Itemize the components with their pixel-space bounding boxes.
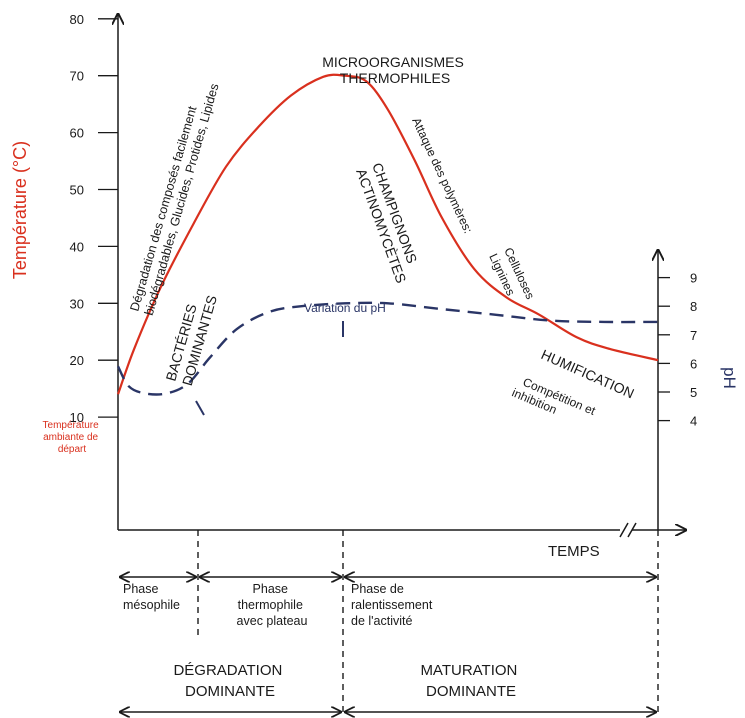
y-right-tick-label: 9: [690, 271, 697, 286]
ambient-temperature-note: Température ambiante de départ: [43, 420, 102, 455]
x-axis-label: TEMPS: [548, 543, 600, 560]
bacteria-label: BACTÉRIES DOMINANTES: [163, 289, 220, 388]
y-left-axis-label: Température (°C): [10, 141, 30, 279]
stage-maturation-label: MATURATION DOMINANTE: [420, 662, 521, 700]
y-left-tick-label: 70: [70, 69, 84, 84]
axis-break-mark: [619, 522, 637, 538]
y-right-tick-label: 8: [690, 299, 697, 314]
ph-minimum-tick: [195, 400, 205, 416]
y-right-tick-label: 6: [690, 356, 697, 371]
fungi-label: CHAMPIGNONS ACTINOMYCÈTES: [353, 161, 425, 286]
y-right-tick-label: 4: [690, 414, 697, 429]
y-left-tick-label: 30: [70, 296, 84, 311]
y-left-tick-label: 10: [70, 410, 84, 425]
y-left-tick-label: 40: [70, 239, 84, 254]
temperature-series-line: [116, 73, 659, 395]
stage-degradation-label: DÉGRADATION DOMINANTE: [173, 662, 286, 700]
y-right-tick-label: 7: [690, 328, 697, 343]
phase-mesophile-label: Phase mésophile: [123, 582, 180, 612]
y-left-tick-label: 80: [70, 12, 84, 27]
y-left-tick-label: 50: [70, 183, 84, 198]
y-left-tick-label: 60: [70, 126, 84, 141]
phase-slowdown-label: Phase de ralentissement de l'activité: [351, 582, 436, 628]
ph-series-line: [116, 301, 659, 396]
y-right-tick-label: 5: [690, 385, 697, 400]
phase-thermophile-label: Phase thermophile avec plateau: [237, 582, 308, 628]
ph-variation-label: Variation du pH: [304, 301, 386, 315]
y-left-tick-label: 20: [70, 353, 84, 368]
y-right-axis-label: pH: [720, 367, 739, 389]
y-right-ticks: 4 5 6 7 8 9: [658, 271, 697, 429]
microorganisms-label: MICROORGANISMES THERMOPHILES: [322, 54, 467, 86]
y-left-ticks: 10 20 30 40 50 60 70 80: [70, 12, 118, 425]
